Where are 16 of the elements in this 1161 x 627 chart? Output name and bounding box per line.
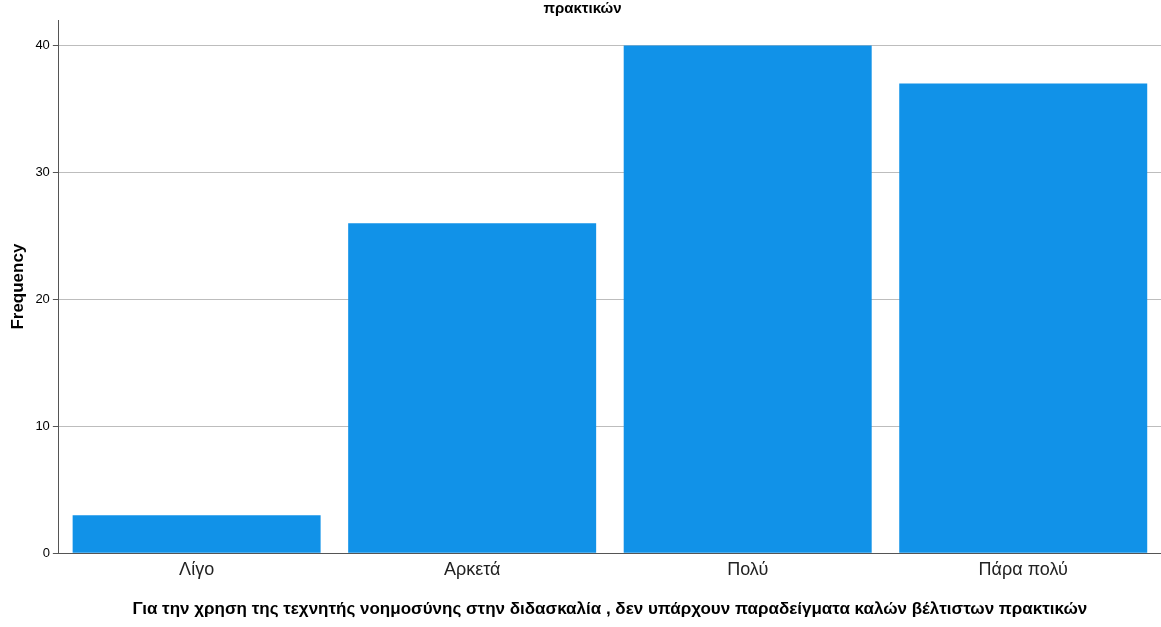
y-tick-label: 30 (35, 163, 50, 179)
bar (623, 45, 872, 553)
x-axis-title: Για την χρηση της τεχνητής νοημοσύνης στην διδασκαλία , δεν υπάρχουν παραδείγματα καλών βέλτιστων πρακτικών (132, 598, 1088, 618)
y-tick-label: 20 (35, 290, 50, 306)
y-tick-label: 40 (35, 36, 50, 52)
y-tick-label: 0 (42, 544, 50, 560)
x-tick-label: Αρκετά (443, 559, 501, 580)
x-tick-label: Πάρα πολύ (978, 559, 1068, 580)
y-axis-title: Frequency (7, 243, 27, 330)
bar (72, 515, 321, 553)
x-tick-label: Πολύ (727, 559, 769, 580)
chart-title: πρακτικών (543, 0, 622, 17)
y-tick-label: 10 (35, 417, 50, 433)
x-tick-label: Λίγο (179, 559, 215, 580)
bar (899, 83, 1148, 553)
bar (348, 223, 597, 553)
